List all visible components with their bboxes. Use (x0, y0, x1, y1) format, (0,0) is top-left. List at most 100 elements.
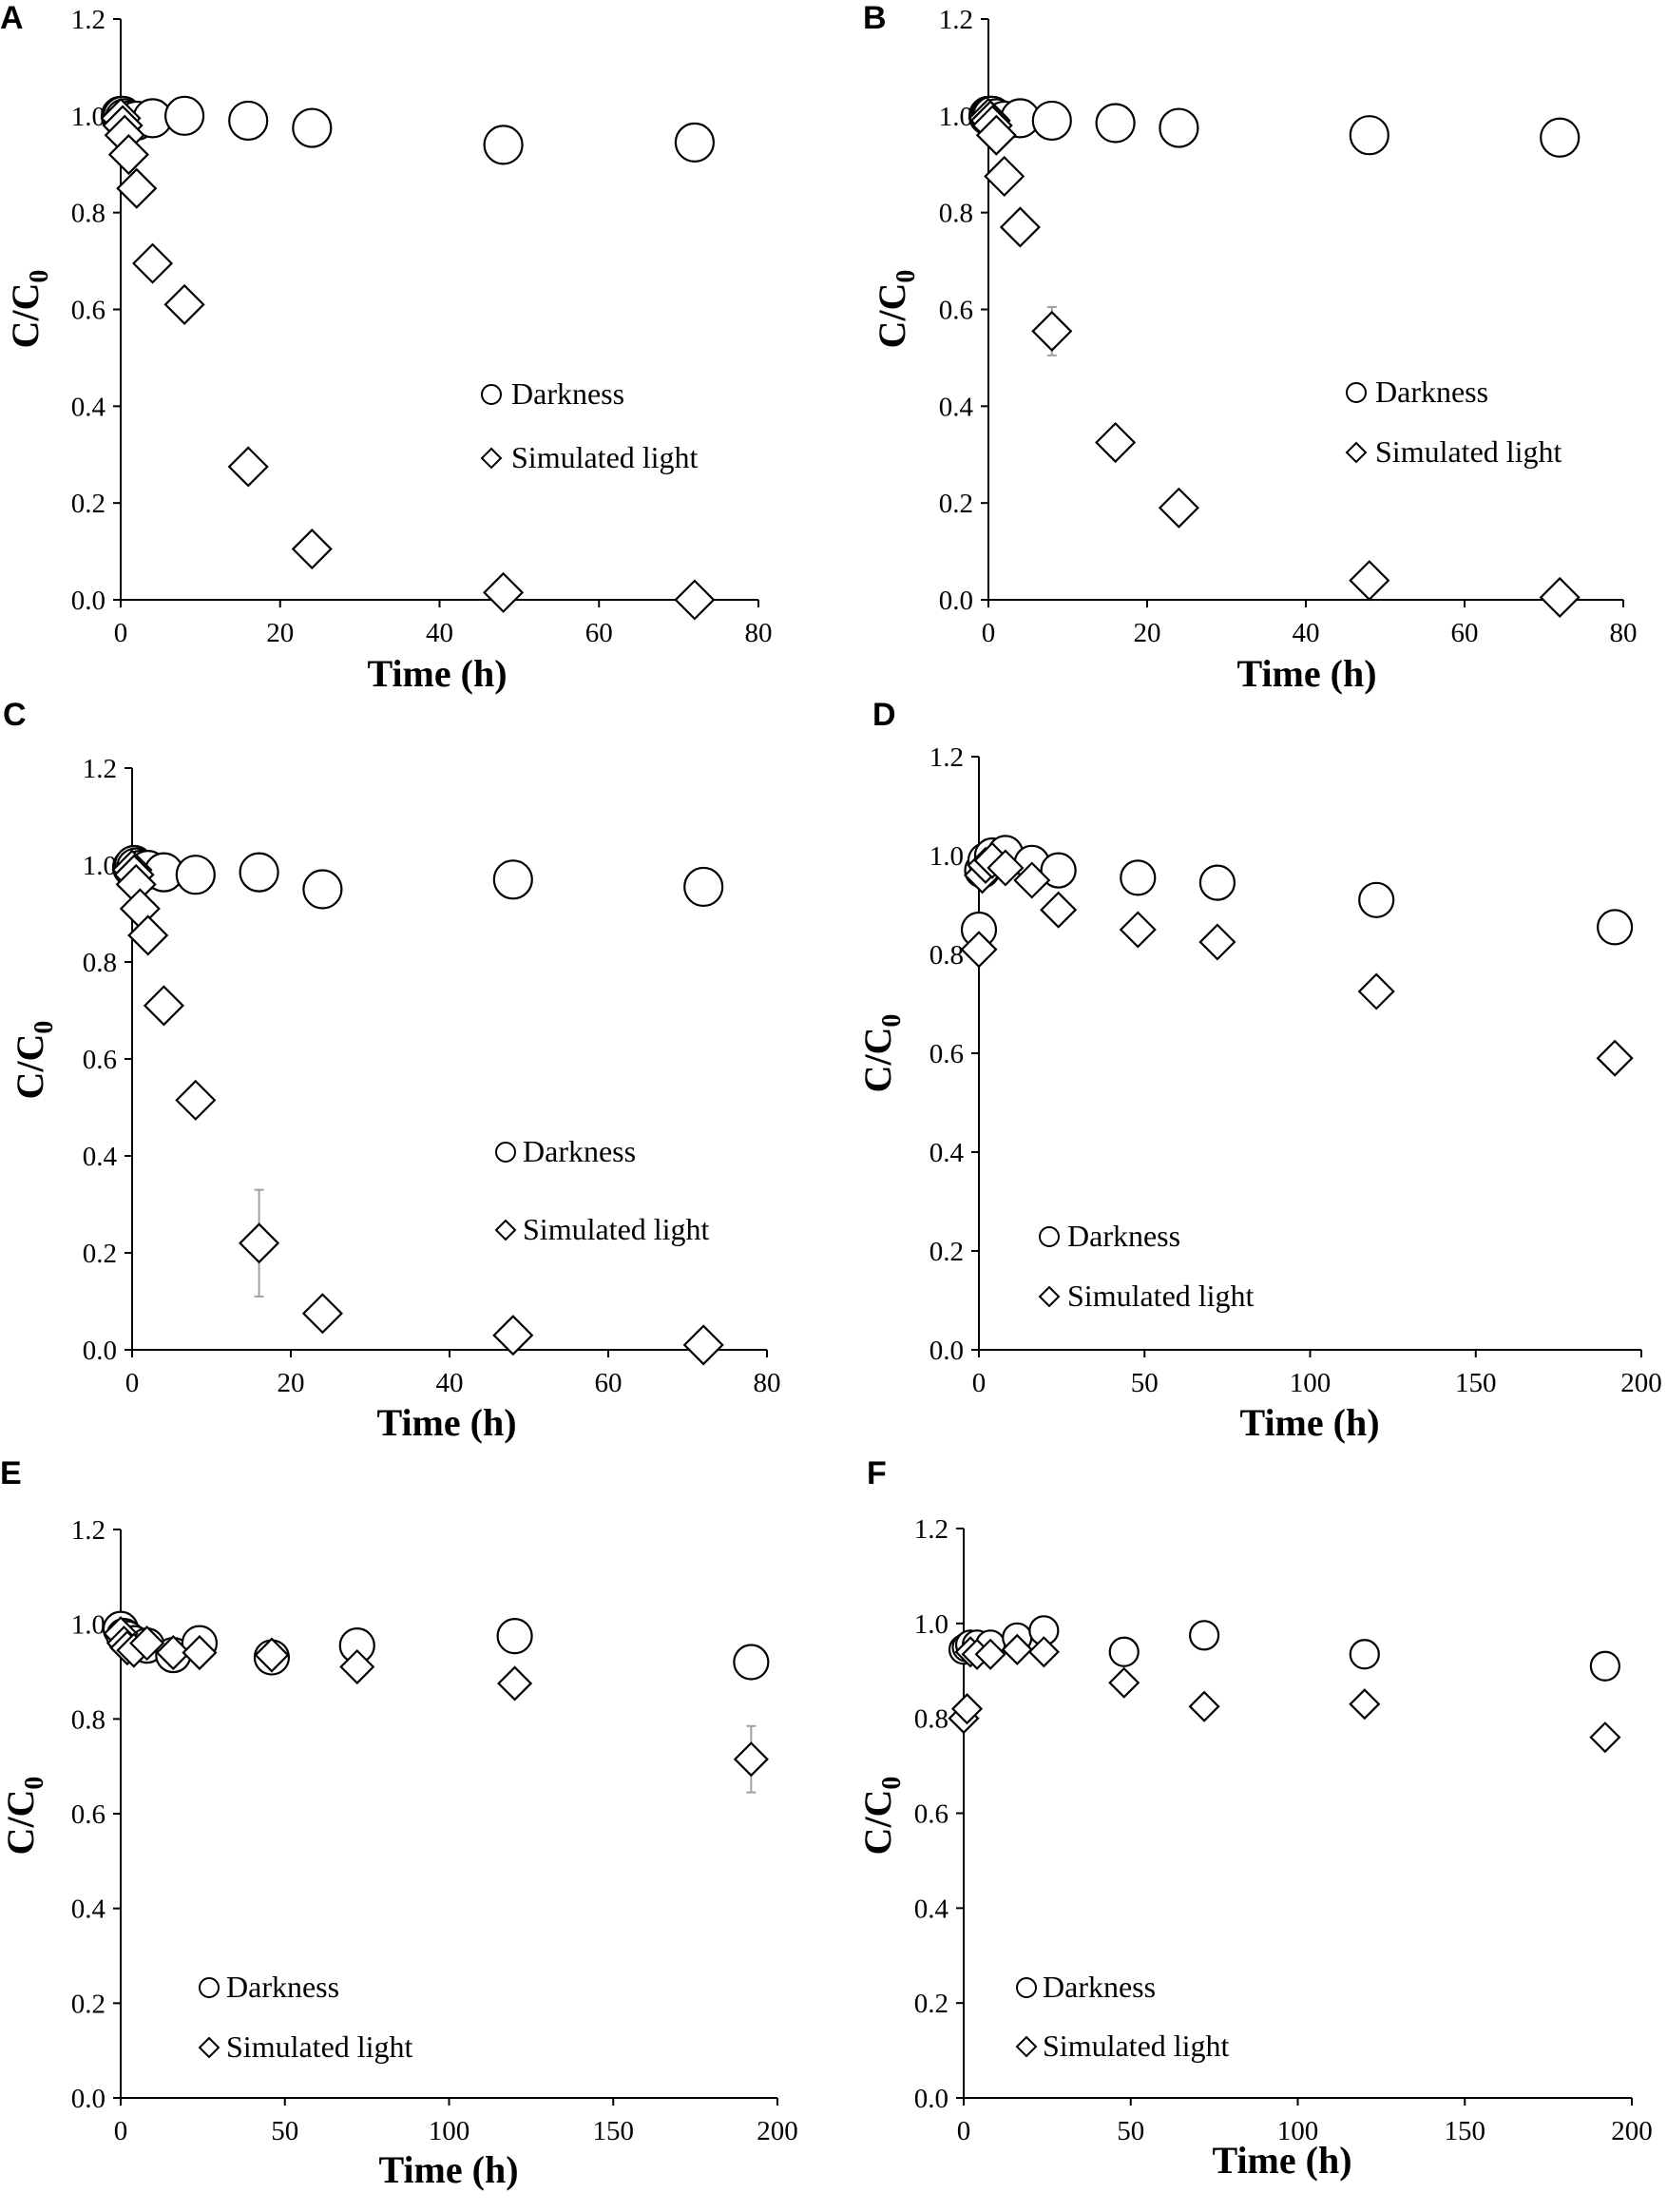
y-tick-label: 0.6 (929, 1039, 964, 1069)
data-point-diamond (497, 1665, 533, 1702)
y-tick-label: 0.8 (83, 948, 117, 978)
data-point-diamond (1188, 1690, 1220, 1722)
legend: Darkness Simulated light (480, 376, 699, 474)
data-point-circle (302, 869, 343, 910)
y-tick-label: 0.8 (71, 199, 105, 229)
x-axis-label: Time (h) (378, 2148, 518, 2191)
data-point-diamond (339, 1648, 375, 1685)
data-point-diamond (1027, 1636, 1060, 1668)
data-point-circle (239, 852, 279, 893)
y-tick-label: 0.4 (939, 392, 974, 422)
series-darkness (960, 835, 1634, 949)
y-tick-label: 0.6 (914, 1799, 948, 1830)
y-tick-label: 0.6 (71, 296, 105, 326)
y-axis-label: C/C0 (856, 1777, 907, 1856)
x-tick-label: 80 (1610, 618, 1638, 648)
legend-marker-darkness (495, 1142, 516, 1163)
legend-label-simulated-light: Simulated light (511, 440, 699, 474)
legend: Darkness Simulated light (198, 1970, 413, 2064)
data-point-diamond (1119, 911, 1157, 949)
x-tick-label: 40 (426, 618, 453, 648)
data-point-circle (492, 859, 533, 900)
legend-marker-darkness (1346, 382, 1367, 403)
legend-label-darkness: Darkness (226, 1970, 339, 2004)
data-point-circle (1540, 117, 1581, 158)
panel-a: A 0.0 0.2 0.4 0.6 0.8 1.0 1.2 0 20 40 60 80 Time (h) C… (0, 0, 773, 695)
x-tick-label: 150 (1445, 2116, 1486, 2146)
legend-marker-simulated-light (494, 1219, 517, 1241)
y-tick-label: 0.4 (83, 1142, 118, 1172)
y-tick-label: 1.2 (929, 742, 964, 773)
y-tick-label: 0.0 (914, 2084, 948, 2114)
data-point-circle (1349, 1639, 1380, 1670)
panel-letter: E (0, 1455, 22, 1491)
y-axis-label: C/C0 (4, 270, 54, 349)
x-tick-label: 50 (1117, 2116, 1144, 2146)
y-tick-label: 1.0 (914, 1609, 948, 1640)
legend-marker-darkness (1016, 1977, 1037, 1998)
data-point-diamond (492, 1315, 534, 1356)
x-axis-label: Time (h) (367, 652, 507, 695)
y-tick-label: 1.0 (71, 1610, 105, 1641)
y-axis-label-main: C/C (9, 1034, 51, 1100)
data-point-diamond (1349, 1688, 1381, 1721)
data-point-diamond (127, 914, 169, 956)
y-tick-label: 0.0 (83, 1336, 117, 1366)
series-simulated-light (948, 1633, 1621, 1754)
series-simulated-light (968, 97, 1581, 619)
y-axis-label-subscript: 0 (25, 270, 54, 283)
legend-marker-simulated-light (1015, 2035, 1038, 2058)
y-tick-label: 0.0 (71, 2084, 105, 2114)
data-point-circle (1188, 1620, 1220, 1651)
legend: Darkness Simulated light (1015, 1970, 1230, 2063)
data-point-diamond (254, 1637, 290, 1673)
y-axis-label-main: C/C (856, 1028, 899, 1093)
legend-marker-simulated-light (198, 2036, 220, 2059)
data-point-diamond (1031, 310, 1073, 352)
x-tick-label: 0 (125, 1368, 140, 1398)
data-point-circle (1589, 1650, 1620, 1682)
y-axis-label-main: C/C (4, 283, 47, 349)
data-point-diamond (960, 931, 998, 969)
y-tick-label: 0.2 (71, 489, 105, 519)
legend-label-darkness: Darkness (1067, 1219, 1180, 1253)
data-point-diamond (227, 446, 269, 488)
data-point-circle (1095, 103, 1136, 144)
x-tick-label: 50 (271, 2116, 298, 2146)
y-axis-label: C/C0 (856, 1014, 907, 1093)
data-point-diamond (974, 1638, 1006, 1670)
data-point-circle (1159, 107, 1199, 148)
y-axis-label-main: C/C (0, 1790, 42, 1856)
x-tick-label: 80 (745, 618, 773, 648)
x-tick-label: 100 (1290, 1368, 1332, 1398)
data-point-diamond (163, 283, 205, 325)
y-tick-label: 0.4 (929, 1138, 965, 1168)
panel-b: B 0.0 0.2 0.4 0.6 0.8 1.0 1.2 0 20 40 60 80 Time (h) C… (863, 0, 1638, 695)
y-tick-label: 1.0 (929, 841, 964, 872)
data-point-diamond (116, 167, 158, 209)
series-darkness (100, 95, 716, 165)
y-tick-label: 0.2 (83, 1239, 117, 1269)
data-point-circle (1120, 859, 1157, 896)
x-tick-label: 100 (1277, 2116, 1319, 2146)
y-tick-label: 0.2 (929, 1237, 964, 1267)
x-axis-label: Time (h) (376, 1401, 516, 1444)
panel-letter: C (3, 697, 27, 733)
x-tick-label: 150 (1455, 1368, 1497, 1398)
data-point-diamond (143, 985, 184, 1027)
y-tick-label: 1.2 (939, 5, 973, 35)
data-point-circle (674, 122, 716, 163)
data-point-diamond (674, 579, 716, 621)
y-axis-label-subscript: 0 (877, 1777, 907, 1790)
data-point-circle (733, 1644, 770, 1681)
x-tick-label: 0 (957, 2116, 971, 2146)
panel-letter: A (0, 0, 24, 36)
legend-label-darkness: Darkness (1043, 1970, 1156, 2004)
series-simulated-light (103, 1616, 769, 1794)
y-tick-label: 0.4 (71, 392, 106, 422)
data-point-diamond (1539, 576, 1581, 619)
x-axis-label: Time (h) (1236, 652, 1376, 695)
data-point-diamond (129, 1625, 165, 1662)
y-axis-label-subscript: 0 (891, 270, 921, 283)
